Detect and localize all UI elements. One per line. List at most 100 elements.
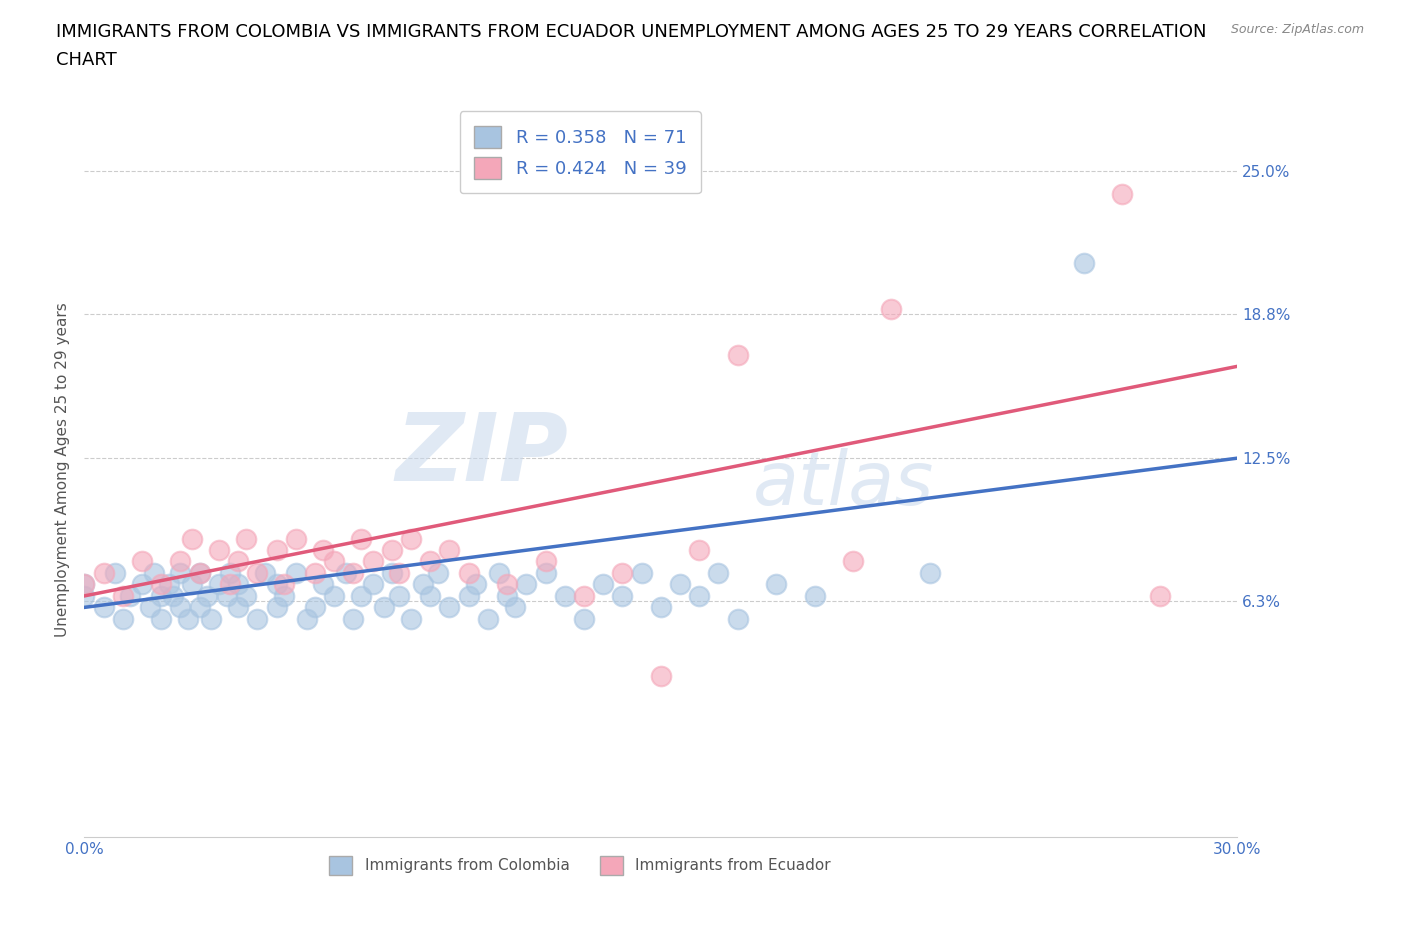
- Point: [215, 589, 238, 604]
- Point: [426, 565, 449, 580]
- Point: [439, 542, 461, 557]
- Point: [266, 600, 288, 615]
- Point: [630, 565, 652, 580]
- Point: [381, 565, 404, 580]
- Point: [803, 589, 825, 604]
- Point: [169, 554, 191, 569]
- Point: [200, 611, 222, 626]
- Point: [235, 589, 257, 604]
- Point: [169, 600, 191, 615]
- Point: [1111, 187, 1133, 202]
- Point: [266, 577, 288, 591]
- Point: [496, 577, 519, 591]
- Text: ZIP: ZIP: [395, 409, 568, 501]
- Point: [765, 577, 787, 591]
- Point: [342, 611, 364, 626]
- Point: [412, 577, 434, 591]
- Point: [399, 531, 422, 546]
- Point: [373, 600, 395, 615]
- Point: [142, 565, 165, 580]
- Point: [73, 589, 96, 604]
- Point: [150, 611, 173, 626]
- Point: [612, 565, 634, 580]
- Point: [323, 589, 346, 604]
- Point: [73, 577, 96, 591]
- Legend: Immigrants from Colombia, Immigrants from Ecuador: Immigrants from Colombia, Immigrants fro…: [323, 850, 837, 881]
- Point: [515, 577, 537, 591]
- Point: [503, 600, 526, 615]
- Point: [304, 565, 326, 580]
- Point: [150, 577, 173, 591]
- Point: [284, 531, 307, 546]
- Point: [93, 600, 115, 615]
- Point: [138, 600, 160, 615]
- Point: [572, 589, 595, 604]
- Point: [419, 554, 441, 569]
- Point: [707, 565, 730, 580]
- Point: [419, 589, 441, 604]
- Point: [918, 565, 941, 580]
- Y-axis label: Unemployment Among Ages 25 to 29 years: Unemployment Among Ages 25 to 29 years: [55, 302, 70, 637]
- Point: [93, 565, 115, 580]
- Point: [477, 611, 499, 626]
- Point: [188, 600, 211, 615]
- Point: [208, 577, 231, 591]
- Point: [311, 542, 333, 557]
- Point: [688, 589, 710, 604]
- Point: [1073, 256, 1095, 271]
- Point: [188, 565, 211, 580]
- Point: [842, 554, 865, 569]
- Point: [439, 600, 461, 615]
- Point: [311, 577, 333, 591]
- Point: [612, 589, 634, 604]
- Point: [273, 577, 295, 591]
- Point: [246, 565, 269, 580]
- Point: [253, 565, 276, 580]
- Point: [157, 577, 180, 591]
- Point: [361, 577, 384, 591]
- Point: [457, 589, 479, 604]
- Point: [880, 301, 903, 316]
- Point: [226, 554, 249, 569]
- Point: [465, 577, 488, 591]
- Text: Source: ZipAtlas.com: Source: ZipAtlas.com: [1230, 23, 1364, 36]
- Point: [150, 589, 173, 604]
- Text: IMMIGRANTS FROM COLOMBIA VS IMMIGRANTS FROM ECUADOR UNEMPLOYMENT AMONG AGES 25 T: IMMIGRANTS FROM COLOMBIA VS IMMIGRANTS F…: [56, 23, 1206, 41]
- Point: [534, 565, 557, 580]
- Point: [266, 542, 288, 557]
- Point: [284, 565, 307, 580]
- Point: [361, 554, 384, 569]
- Point: [496, 589, 519, 604]
- Point: [188, 565, 211, 580]
- Point: [120, 589, 142, 604]
- Point: [572, 611, 595, 626]
- Point: [650, 600, 672, 615]
- Point: [304, 600, 326, 615]
- Point: [226, 600, 249, 615]
- Point: [273, 589, 295, 604]
- Point: [554, 589, 576, 604]
- Point: [131, 577, 153, 591]
- Point: [131, 554, 153, 569]
- Point: [381, 542, 404, 557]
- Point: [169, 565, 191, 580]
- Point: [73, 577, 96, 591]
- Point: [195, 589, 218, 604]
- Point: [111, 589, 134, 604]
- Point: [219, 565, 242, 580]
- Point: [727, 348, 749, 363]
- Point: [342, 565, 364, 580]
- Point: [488, 565, 510, 580]
- Point: [226, 577, 249, 591]
- Point: [181, 531, 204, 546]
- Point: [246, 611, 269, 626]
- Point: [111, 611, 134, 626]
- Point: [388, 565, 411, 580]
- Point: [323, 554, 346, 569]
- Point: [181, 577, 204, 591]
- Point: [219, 577, 242, 591]
- Point: [350, 531, 373, 546]
- Point: [335, 565, 357, 580]
- Point: [350, 589, 373, 604]
- Point: [177, 611, 200, 626]
